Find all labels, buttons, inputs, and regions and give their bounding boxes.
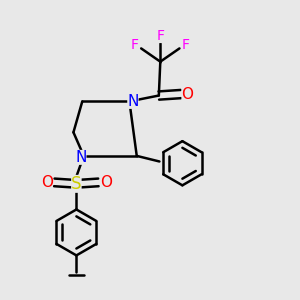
Text: F: F (131, 38, 139, 52)
Text: O: O (41, 175, 53, 190)
Text: S: S (71, 175, 82, 193)
Text: O: O (182, 87, 194, 102)
Text: N: N (75, 150, 86, 165)
Text: N: N (127, 94, 139, 109)
Text: F: F (156, 29, 164, 43)
Text: O: O (100, 175, 112, 190)
Text: F: F (182, 38, 190, 52)
